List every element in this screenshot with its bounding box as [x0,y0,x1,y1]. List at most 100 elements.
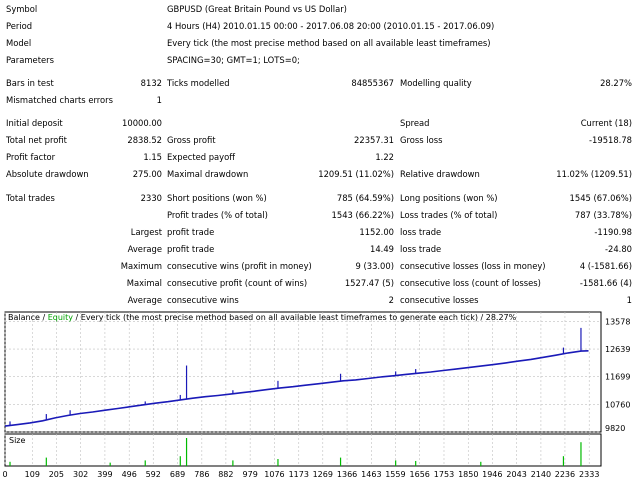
average-consecutive-losses-value: 1 [626,295,632,305]
maximum-wins-label: consecutive wins (profit in money) [167,261,312,271]
expected-payoff-value: 1.22 [375,152,394,162]
relative-drawdown-value: 11.02% (1209.51) [556,169,632,179]
x-tick-label: 399 [97,470,112,479]
relative-drawdown-label: Relative drawdown [400,169,480,179]
chart-legend: Balance / Equity / Every tick (the most … [8,313,517,322]
x-tick-label: 109 [25,470,40,479]
x-tick-label: 1656 [410,470,430,479]
initial-deposit-label: Initial deposit [6,118,63,128]
average-loss-label: loss trade [400,244,442,254]
y-tick-label: 11699 [605,373,630,382]
loss-trades-label: Loss trades (% of total) [400,210,498,220]
maximal-drawdown-label: Maximal drawdown [167,169,249,179]
size-bars [9,438,582,466]
total-net-profit-label: Total net profit [6,135,67,145]
x-tick-label: 1173 [289,470,309,479]
mismatched-errors-value: 1 [156,95,162,105]
period-label: Period [6,21,33,31]
profit-factor-label: Profit factor [6,152,56,162]
y-axis-ticks: 13578 12639 11699 10760 9820 [605,317,630,433]
mismatched-errors-label: Mismatched charts errors [6,95,113,105]
balance-line [4,350,589,427]
maximal-losses-label: consecutive loss (count of losses) [400,278,541,288]
x-tick-label: 1366 [337,470,357,479]
expected-payoff-label: Expected payoff [167,152,236,162]
initial-deposit-value: 10000.00 [122,118,162,128]
spread-label: Spread [400,118,430,128]
average-consecutive-losses-label: consecutive losses [400,295,479,305]
ticks-modelled-label: Ticks modelled [167,78,230,88]
ticks-modelled-value: 84855367 [351,78,394,88]
short-positions-label: Short positions (won %) [167,193,267,203]
bars-in-test-value: 8132 [140,78,162,88]
main-plot-frame [4,311,602,433]
spread-value: Current (18) [580,118,632,128]
legend-separator: / [73,313,81,322]
average-consecutive-wins-label: consecutive wins [167,295,239,305]
total-trades-value: 2330 [140,193,162,203]
gross-profit-value: 22357.31 [354,135,394,145]
gross-profit-label: Gross profit [167,135,216,145]
profit-trades-value: 1543 (66.22%) [331,210,394,220]
maximum-losses-value: 4 (-1581.66) [579,261,632,271]
y-tick-label: 9820 [605,424,625,433]
average-consecutive-label: Average [127,295,162,305]
maximal-wins-label: consecutive profit (count of wins) [167,278,308,288]
x-tick-label: 1946 [482,470,502,479]
chart-grid [4,312,601,466]
maximal-label: Maximal [126,278,162,288]
absolute-drawdown-value: 275.00 [132,169,162,179]
average-label: Average [127,244,162,254]
x-tick-label: 496 [122,470,137,479]
x-tick-label: 0 [2,470,7,479]
chart-svg: 13578 12639 11699 10760 9820 0 109 205 302 399 49… [2,311,630,479]
model-value: Every tick (the most precise method base… [167,38,491,48]
modelling-quality-value: 28.27% [600,78,632,88]
model-label: Model [6,38,32,48]
period-value: 4 Hours (H4) 2010.01.15 00:00 - 2017.06.… [167,21,495,31]
parameters-label: Parameters [6,55,54,65]
largest-profit-label: profit trade [167,227,215,237]
x-tick-label: 2140 [531,470,551,479]
x-tick-label: 1076 [264,470,284,479]
bars-in-test-label: Bars in test [6,78,54,88]
legend-separator: / [40,313,48,322]
largest-loss-value: -1190.98 [594,227,632,237]
short-positions-value: 785 (64.59%) [336,193,394,203]
maximal-wins-value: 1527.47 (5) [344,278,394,288]
long-positions-label: Long positions (won %) [400,193,498,203]
x-tick-label: 2333 [579,470,599,479]
x-tick-label: 2236 [555,470,575,479]
profit-factor-value: 1.15 [143,152,162,162]
legend-text: Every tick (the most precise method base… [81,313,517,322]
x-tick-label: 205 [49,470,64,479]
x-tick-label: 979 [243,470,258,479]
x-tick-label: 2043 [506,470,526,479]
x-tick-label: 1463 [361,470,381,479]
maximum-label: Maximum [120,261,162,271]
average-profit-value: 14.49 [370,244,394,254]
gross-loss-label: Gross loss [400,135,443,145]
long-positions-value: 1545 (67.06%) [569,193,632,203]
profit-trades-label: Profit trades (% of total) [167,210,268,220]
x-tick-label: 786 [194,470,209,479]
size-plot-frame [4,433,602,467]
maximum-losses-label: consecutive losses (loss in money) [400,261,546,271]
absolute-drawdown-label: Absolute drawdown [6,169,89,179]
symbol-label: Symbol [6,4,38,14]
legend-equity: Equity [48,313,74,322]
y-tick-label: 10760 [605,400,630,409]
x-tick-label: 1753 [434,470,454,479]
largest-profit-value: 1152.00 [359,227,394,237]
legend-balance: Balance [8,313,40,322]
total-trades-label: Total trades [6,193,55,203]
gross-loss-value: -19518.78 [589,135,632,145]
maximal-drawdown-value: 1209.51 (11.02%) [318,169,394,179]
y-tick-label: 12639 [605,345,630,354]
x-axis-ticks: 0 109 205 302 399 496 592 689 786 882 979 1076 1173 1… [2,470,599,479]
parameters-value: SPACING=30; GMT=1; LOTS=0; [167,55,300,65]
x-tick-label: 592 [146,470,161,479]
total-net-profit-value: 2838.52 [127,135,162,145]
symbol-value: GBPUSD (Great Britain Pound vs US Dollar… [167,4,347,14]
y-tick-label: 13578 [605,317,630,326]
